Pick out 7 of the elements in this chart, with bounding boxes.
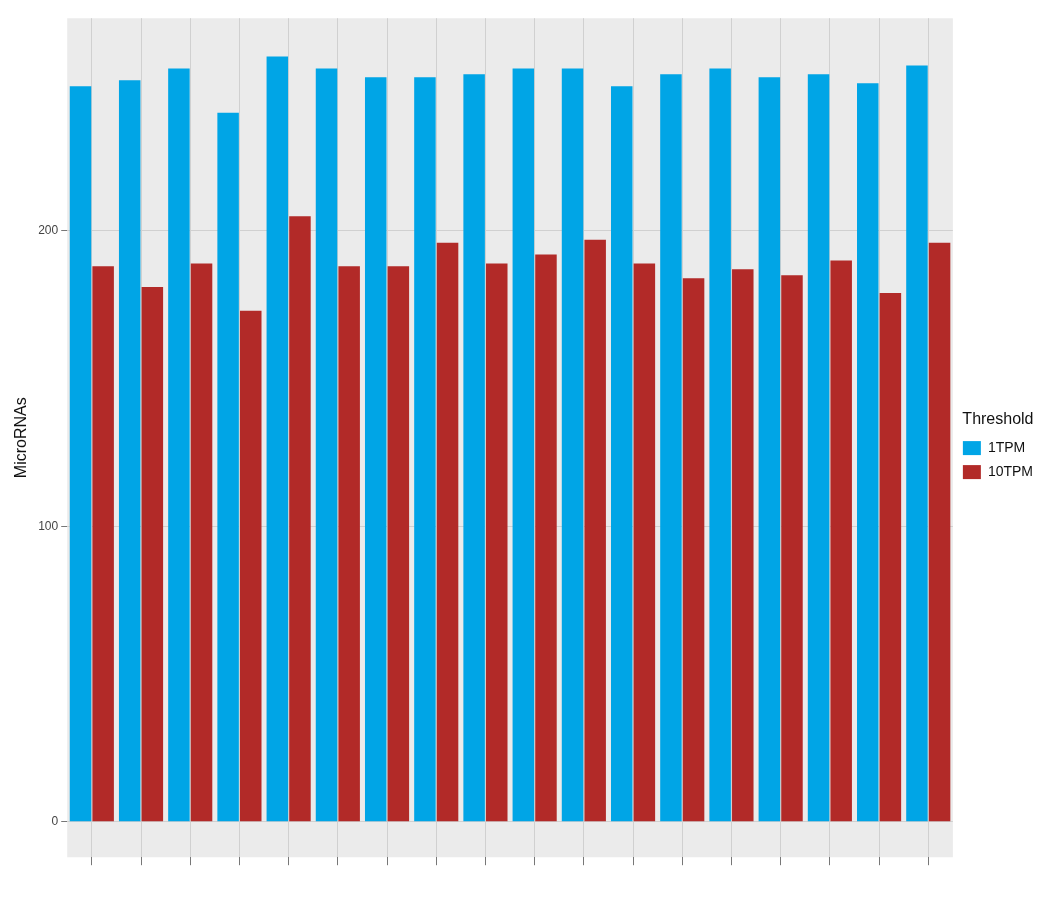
y-tick-label: 100 [38,518,59,533]
y-tick-label: 0 [51,814,59,829]
legend-label: 10TPM [987,462,1033,479]
legend-title: Threshold [962,410,1034,428]
legend-label: 1TPM [987,438,1026,455]
y-axis-title: MicroRNAs [12,397,30,479]
y-tick-label: 200 [38,223,59,238]
